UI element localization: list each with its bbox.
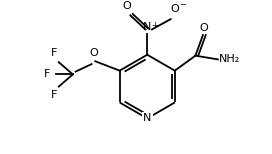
Text: NH₂: NH₂ — [219, 54, 240, 64]
Text: O: O — [199, 23, 208, 33]
Text: −: − — [179, 0, 186, 9]
Text: F: F — [51, 90, 57, 100]
Text: +: + — [151, 21, 158, 30]
Text: F: F — [51, 49, 57, 59]
Text: O: O — [170, 4, 179, 14]
Text: F: F — [44, 69, 50, 79]
Text: O: O — [89, 49, 98, 59]
Text: N: N — [143, 22, 152, 32]
Text: O: O — [122, 1, 131, 11]
Text: N: N — [143, 113, 152, 123]
